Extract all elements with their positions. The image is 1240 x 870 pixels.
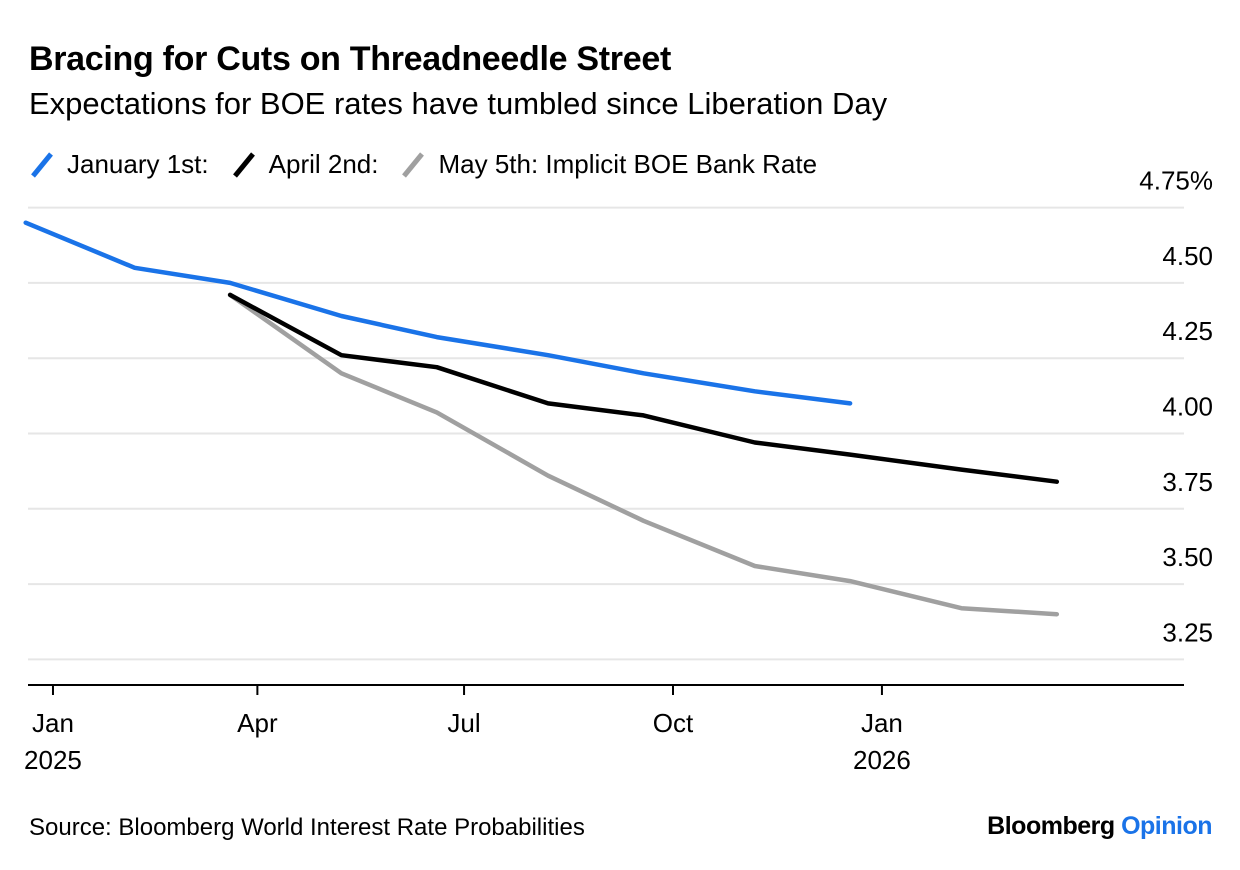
- series-line-2: [227, 292, 1060, 617]
- legend: January 1st: April 2nd: May 5th: Implici…: [29, 146, 839, 182]
- legend-label-april: April 2nd:: [268, 148, 379, 179]
- brand-bloomberg: Bloomberg: [987, 812, 1115, 840]
- y-tick-label: 4.75%: [1139, 166, 1213, 196]
- brand-opinion: Opinion: [1121, 812, 1212, 840]
- x-tick-label: Jul: [447, 708, 480, 738]
- x-tick-label: Jan: [861, 708, 903, 738]
- x-tick-year-label: 2025: [24, 745, 82, 775]
- x-tick-label: Apr: [237, 708, 278, 738]
- legend-swatch-may: [402, 152, 425, 178]
- series-line-0: [23, 220, 853, 406]
- legend-item-may: May 5th: Implicit BOE Bank Rate: [400, 148, 817, 180]
- legend-item-april: April 2nd:: [231, 148, 379, 180]
- series-layer: [23, 220, 1060, 617]
- y-tick-label: 3.50: [1162, 542, 1213, 572]
- y-tick-label: 3.75: [1162, 467, 1213, 497]
- legend-item-january: January 1st:: [29, 148, 209, 180]
- y-tick-label: 4.25: [1162, 316, 1213, 346]
- x-axis: Jan 2025 Apr Jul Oct Jan 2026: [24, 684, 1184, 775]
- y-tick-label: 4.00: [1162, 391, 1213, 421]
- chart-title: Bracing for Cuts on Threadneedle Street: [29, 40, 671, 78]
- legend-swatch-april: [232, 152, 255, 178]
- legend-swatch-january: [31, 152, 53, 178]
- x-tick-label: Jan: [32, 708, 74, 738]
- y-axis-labels: 4.75% 4.50 4.25 4.00 3.75 3.50 3.25: [1139, 166, 1213, 648]
- brand-logo: Bloomberg Opinion: [987, 812, 1212, 841]
- series-line-1: [227, 292, 1060, 484]
- x-tick-label: Oct: [653, 708, 694, 738]
- source-note: Source: Bloomberg World Interest Rate Pr…: [29, 814, 585, 841]
- chart-subtitle: Expectations for BOE rates have tumbled …: [29, 86, 888, 121]
- y-tick-label: 4.50: [1162, 241, 1213, 271]
- legend-label-january: January 1st:: [67, 148, 209, 179]
- y-tick-label: 3.25: [1162, 617, 1213, 647]
- grid-layer: [28, 206, 1184, 661]
- x-tick-year-label: 2026: [853, 745, 911, 775]
- legend-label-may: May 5th: Implicit BOE Bank Rate: [438, 148, 818, 179]
